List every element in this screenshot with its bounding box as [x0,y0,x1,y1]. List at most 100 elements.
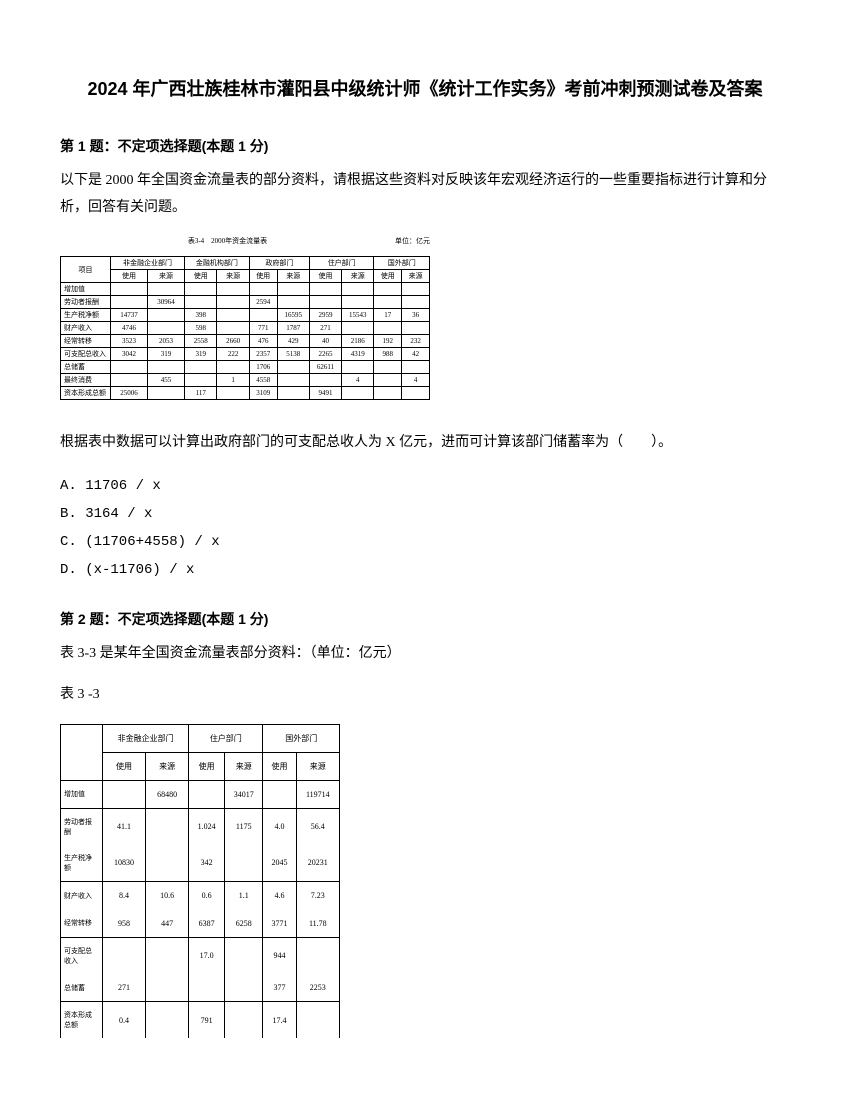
table-cell: 17 [374,309,402,322]
table-subheader: 使用 [309,270,341,283]
table-cell: 9491 [309,387,341,400]
table-cell: 34017 [224,780,262,808]
table-cell [309,283,341,296]
table-subheader: 使用 [103,752,146,780]
row-label: 增加值 [61,780,103,808]
table-cell [263,780,296,808]
table-cell: 377 [263,974,296,1002]
table-cell: 3042 [111,348,148,361]
table-subheader: 使用 [249,270,277,283]
table-cell [309,296,341,309]
table-cell [224,974,262,1002]
row-label: 增加值 [61,283,111,296]
table-cell: 0.6 [189,881,225,909]
table-cell [374,374,402,387]
table-cell: 10830 [103,845,146,882]
table-cell: 25006 [111,387,148,400]
table-cell [402,322,430,335]
table-cell [277,374,309,387]
table-cell [111,296,148,309]
table-cell: 271 [309,322,341,335]
table-header: 非金融企业部门 [111,257,185,270]
table-cell [146,937,189,974]
row-label: 最终消费 [61,374,111,387]
table-cell: 62611 [309,361,341,374]
q2-table: 非金融企业部门住户部门国外部门 使用来源使用来源使用来源 增加值68480340… [60,724,340,1039]
q2-intro1: 表 3-3 是某年全国资金流量表部分资料：（单位：亿元） [60,641,790,668]
table-cell [249,309,277,322]
table-cell: 17.0 [189,937,225,974]
table-cell: 30964 [148,296,185,309]
table-cell [374,361,402,374]
table-subheader: 使用 [189,752,225,780]
table-cell [217,296,249,309]
table-cell [189,780,225,808]
q1-option-b: B. 3164 / x [60,500,790,528]
table-subheader: 来源 [296,752,339,780]
table-cell [277,387,309,400]
table-cell: 2253 [296,974,339,1002]
table-cell: 15543 [342,309,374,322]
q1-table: 项目非金融企业部门金融机构部门政府部门住户部门国外部门 使用来源使用来源使用来源… [60,256,430,400]
table-cell [148,387,185,400]
table-cell: 3771 [263,909,296,937]
table-cell: 429 [277,335,309,348]
row-label: 资本形成总额 [61,1002,103,1039]
row-label: 经常转移 [61,909,103,937]
table-subheader: 来源 [148,270,185,283]
table-cell: 14737 [111,309,148,322]
table-cell: 398 [185,309,217,322]
table-cell: 1 [217,374,249,387]
table-cell: 4.6 [263,881,296,909]
table-cell: 4.0 [263,808,296,845]
table-cell [148,309,185,322]
table-cell: 17.4 [263,1002,296,1039]
table-cell [296,937,339,974]
row-label: 生产税净额 [61,309,111,322]
table-cell [342,361,374,374]
table-cell: 2053 [148,335,185,348]
table-cell [217,387,249,400]
table-cell [402,283,430,296]
q1-header: 第 1 题：不定项选择题(本题 1 分) [60,136,790,156]
table-cell: 117 [185,387,217,400]
table-cell: 791 [189,1002,225,1039]
table-cell: 8.4 [103,881,146,909]
table-cell [224,937,262,974]
table-header: 非金融企业部门 [103,724,189,752]
table-subheader: 来源 [146,752,189,780]
table-cell [342,283,374,296]
table-cell: 455 [148,374,185,387]
table-cell [217,309,249,322]
table-cell: 319 [148,348,185,361]
table-cell: 3523 [111,335,148,348]
row-label: 资本形成总额 [61,387,111,400]
row-label: 生产税净额 [61,845,103,882]
table-cell [148,322,185,335]
table-cell [217,361,249,374]
table-cell: 476 [249,335,277,348]
table-cell: 192 [374,335,402,348]
table-cell [342,296,374,309]
row-label: 财产收入 [61,322,111,335]
table-cell: 1706 [249,361,277,374]
table1-unit: 单位：亿元 [395,236,430,246]
table-cell [111,374,148,387]
row-label: 财产收入 [61,881,103,909]
table-cell: 68480 [146,780,189,808]
table-cell: 1787 [277,322,309,335]
table-cell [185,296,217,309]
table-cell: 958 [103,909,146,937]
table-cell [402,361,430,374]
table-cell [374,296,402,309]
q1-question-text: 根据表中数据可以计算出政府部门的可支配总收人为 X 亿元，进而可计算该部门储蓄率… [60,430,790,457]
table-subheader: 来源 [217,270,249,283]
q1-option-a: A. 11706 / x [60,472,790,500]
table-cell: 2045 [263,845,296,882]
table-subheader: 来源 [277,270,309,283]
table-cell [185,361,217,374]
table-cell [374,387,402,400]
table-cell: 232 [402,335,430,348]
table-header: 国外部门 [263,724,340,752]
table-cell: 16595 [277,309,309,322]
